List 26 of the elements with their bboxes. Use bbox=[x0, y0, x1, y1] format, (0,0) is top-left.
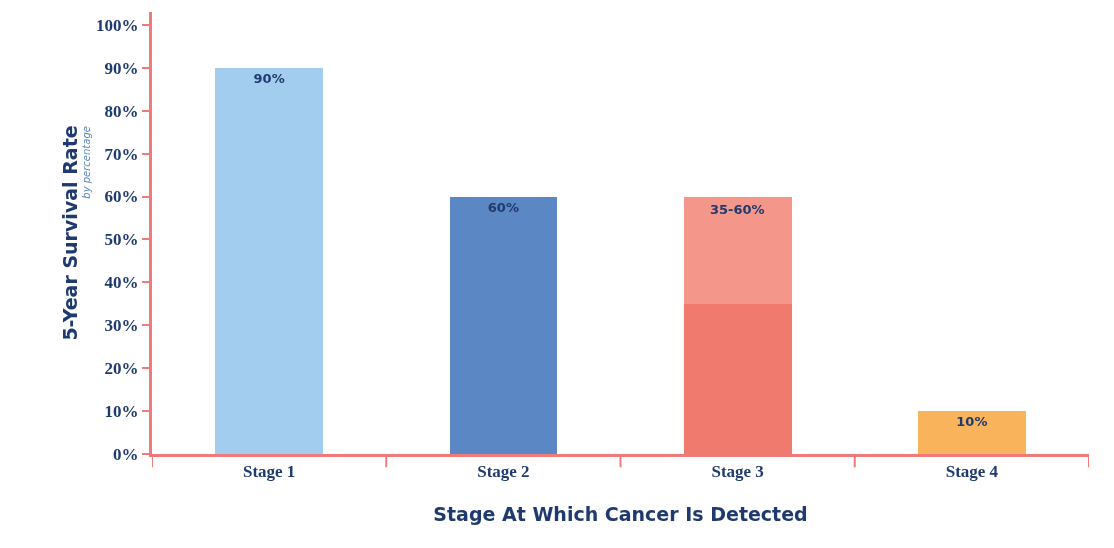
y-tick-label: 30% bbox=[104, 316, 139, 336]
bar bbox=[215, 67, 323, 454]
x-tick-label: Stage 1 bbox=[242, 462, 296, 482]
y-tick-label: 50% bbox=[104, 230, 139, 250]
x-tick-label: Stage 4 bbox=[945, 462, 999, 482]
y-tick-label: 100% bbox=[96, 15, 139, 35]
x-tick-label: Stage 2 bbox=[477, 462, 530, 482]
x-axis-title: Stage At Which Cancer Is Detected bbox=[433, 503, 808, 526]
data-label: 60% bbox=[487, 199, 519, 215]
annotation: 35-60% bbox=[710, 202, 765, 217]
y-tick-label: 40% bbox=[104, 273, 139, 293]
bar bbox=[683, 196, 792, 304]
y-tick-label: 60% bbox=[104, 187, 139, 207]
y-tick-label: 10% bbox=[104, 402, 139, 422]
x-tick-label: Stage 3 bbox=[711, 462, 764, 482]
y-tick-label: 90% bbox=[104, 58, 139, 78]
y-axis-title: 5-Year Survival Rate bbox=[58, 125, 81, 341]
data-label: 90% bbox=[253, 70, 285, 86]
bar bbox=[918, 411, 1026, 454]
data-label: 10% bbox=[956, 414, 988, 430]
y-tick-label: 0% bbox=[113, 444, 139, 464]
text: by percentage bbox=[81, 126, 93, 199]
y-tick-label: 80% bbox=[104, 101, 139, 121]
bar bbox=[449, 196, 558, 454]
y-tick-label: 20% bbox=[104, 359, 139, 379]
y-tick-label: 70% bbox=[104, 144, 139, 164]
